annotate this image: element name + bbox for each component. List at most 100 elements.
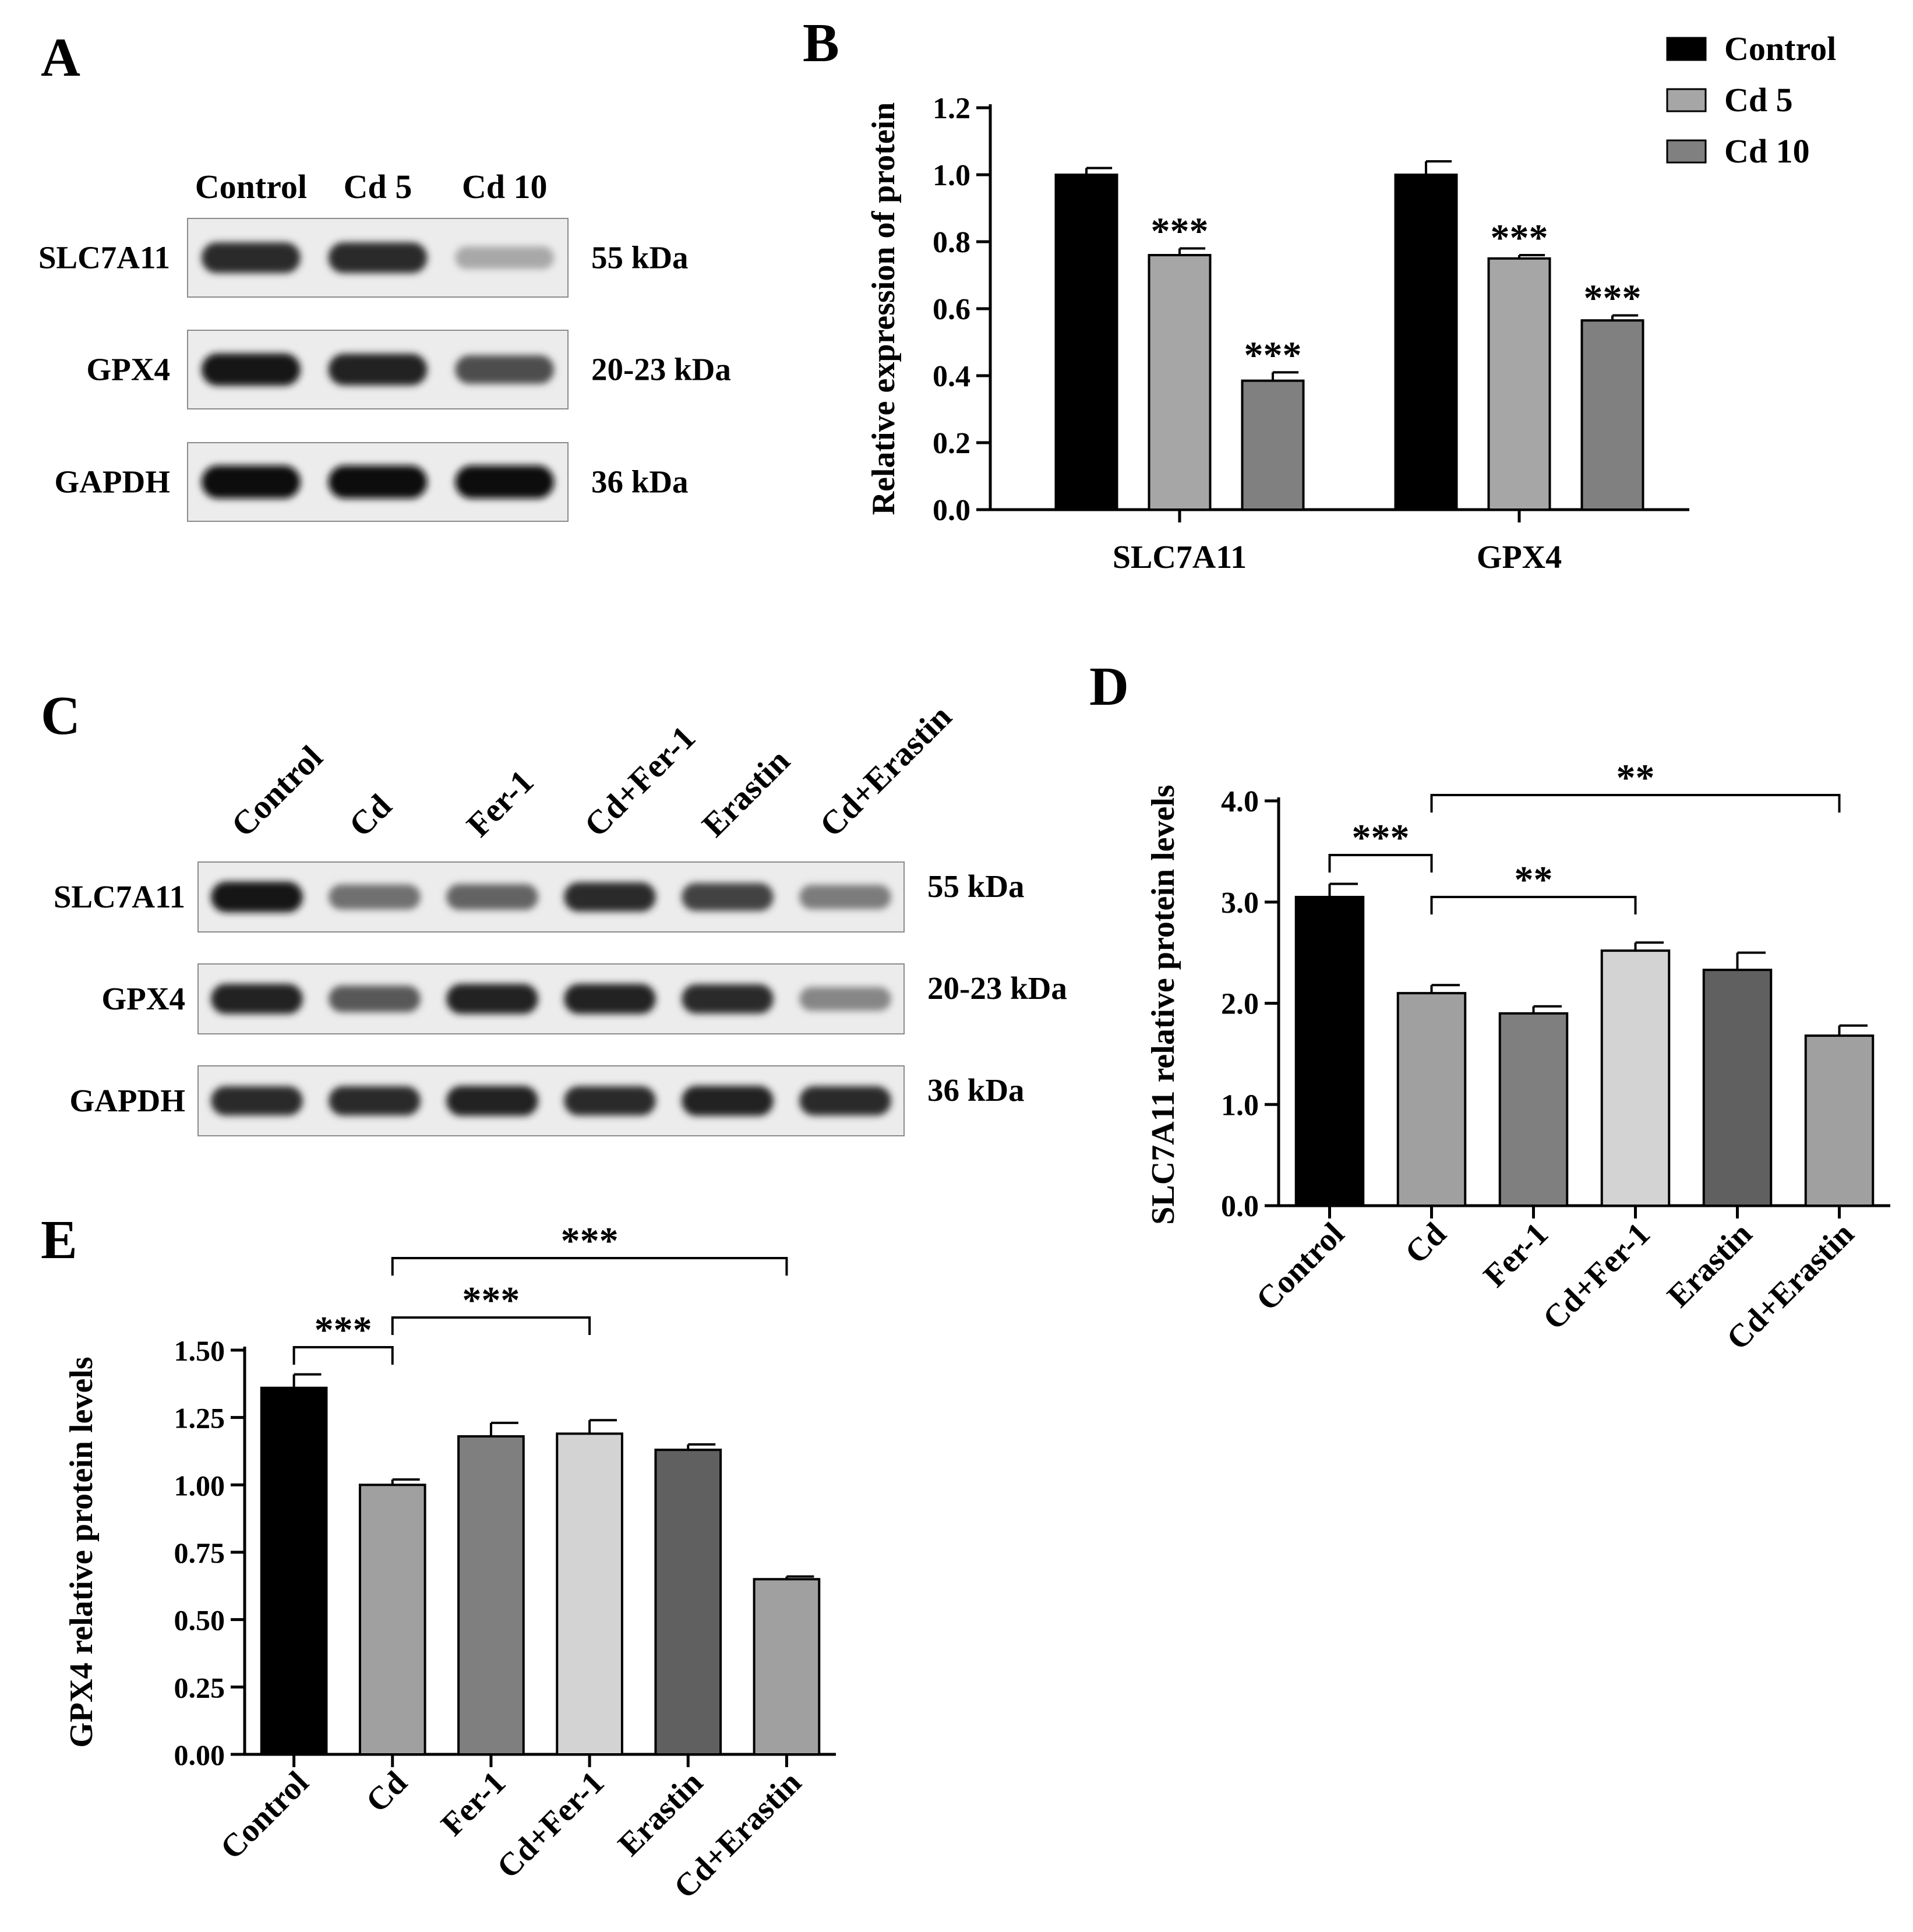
- bar: [1600, 949, 1671, 1207]
- lane-label: Cd 5: [344, 168, 412, 206]
- bar: [753, 1578, 821, 1756]
- x-tick-label: Cd+Fer-1: [1536, 1216, 1657, 1337]
- y-tick-label: 0.50: [174, 1604, 225, 1637]
- lane-label: Erastin: [694, 741, 797, 844]
- legend-swatch: [1666, 37, 1707, 61]
- bar: [1804, 1034, 1875, 1207]
- blot-band: [682, 883, 774, 911]
- significance-bracket: [292, 1346, 394, 1365]
- y-tick-label: 1.00: [174, 1469, 225, 1502]
- lane-label: Control: [195, 168, 307, 206]
- blot-band: [564, 1086, 656, 1116]
- panel-letter-c: C: [41, 686, 80, 746]
- western-blot-a: Control Cd 5 Cd 10 SLC7A11 55 kDa GPX4 20-23 k…: [38, 168, 731, 522]
- x-tick-label: GPX4: [1477, 539, 1562, 575]
- y-tick-label: 0.8: [933, 226, 970, 259]
- bar: [1498, 1012, 1569, 1207]
- lane-label: Cd+Erastin: [812, 698, 959, 845]
- y-tick-label: 3.0: [1221, 886, 1259, 920]
- x-tick-label: Control: [214, 1764, 316, 1866]
- significance-bracket: [391, 1257, 788, 1276]
- significance-label: ***: [561, 1220, 619, 1262]
- bar: [1702, 969, 1773, 1207]
- bar: [1241, 379, 1305, 511]
- blot-strip: [197, 1065, 905, 1136]
- protein-label: GAPDH: [69, 1083, 185, 1118]
- y-tick-label: 1.0: [933, 159, 970, 192]
- x-tick-label: SLC7A11: [1113, 539, 1247, 575]
- y-tick-label: 0.00: [174, 1739, 225, 1771]
- protein-label: GPX4: [101, 981, 185, 1016]
- blot-band: [329, 986, 421, 1012]
- y-tick-label: 4.0: [1221, 785, 1259, 818]
- bar: [260, 1386, 328, 1756]
- blot-band: [211, 984, 303, 1014]
- y-tick-label: 0.0: [933, 494, 970, 527]
- bar: [1394, 174, 1458, 511]
- size-label: 55 kDa: [927, 868, 1025, 904]
- y-tick-label: 1.50: [174, 1334, 225, 1367]
- legend-label: Cd 10: [1724, 132, 1810, 170]
- blot-band: [211, 1086, 303, 1116]
- y-tick-label: 1.0: [1221, 1089, 1259, 1122]
- blot-band: [201, 242, 301, 273]
- y-axis-label: SLC7A11 relative protein levels: [1145, 785, 1181, 1224]
- x-tick-label: Cd: [359, 1764, 414, 1819]
- significance-label: ***: [1151, 210, 1209, 253]
- lane-label: Cd: [341, 787, 398, 844]
- x-tick-label: Erastin: [1660, 1216, 1759, 1314]
- bar: [1294, 896, 1365, 1207]
- bar: [556, 1432, 623, 1756]
- x-tick-label: Erastin: [611, 1764, 710, 1863]
- blot-strip: [197, 861, 905, 933]
- blot-band: [328, 242, 428, 273]
- significance-label: **: [1515, 859, 1553, 901]
- y-tick-label: 0.0: [1221, 1190, 1259, 1223]
- blot-band: [211, 881, 303, 913]
- bar-chart-d: 0.0 1.0 2.0 3.0 4.0 SLC7A11 relative protein …: [1145, 757, 1890, 1357]
- legend-label: Cd 5: [1724, 81, 1793, 119]
- significance-bracket: [1328, 854, 1433, 873]
- significance-label: **: [1616, 757, 1655, 799]
- blot-band: [446, 884, 538, 910]
- lane-label: Cd 10: [462, 168, 548, 206]
- significance-label: ***: [1352, 817, 1410, 859]
- y-tick-label: 1.25: [174, 1402, 225, 1435]
- size-label: 36 kDa: [927, 1072, 1025, 1108]
- bar: [1148, 254, 1212, 511]
- blot-band: [564, 882, 656, 912]
- protein-label: GPX4: [86, 352, 170, 387]
- blot-band: [564, 984, 656, 1014]
- significance-bracket: [1430, 794, 1841, 813]
- bar-chart-b: 0.0 0.2 0.4 0.6 0.8 1.0 1.2 Relative expression…: [866, 30, 1836, 575]
- legend-swatch: [1666, 88, 1707, 112]
- blot-band: [329, 1086, 421, 1116]
- blot-band: [799, 1086, 891, 1116]
- bar: [1487, 257, 1551, 511]
- blot-band: [201, 465, 301, 499]
- panel-letter-b: B: [803, 13, 839, 73]
- blot-band: [682, 1086, 774, 1116]
- blot-strip: [197, 963, 905, 1034]
- significance-label: ***: [315, 1309, 372, 1351]
- size-label: 36 kDa: [591, 464, 689, 500]
- blot-band: [446, 984, 538, 1014]
- blot-band: [329, 884, 421, 910]
- y-axis-label: Relative expression of protein: [866, 103, 902, 515]
- lane-label: Cd+Fer-1: [577, 718, 703, 844]
- protein-label: GAPDH: [54, 464, 170, 500]
- bar: [1396, 992, 1467, 1207]
- y-tick-label: 0.25: [174, 1671, 225, 1704]
- legend-swatch: [1666, 139, 1707, 164]
- protein-label: SLC7A11: [38, 240, 170, 276]
- y-tick-label: 0.75: [174, 1537, 225, 1569]
- blot-band: [799, 885, 891, 909]
- blot-band: [328, 465, 428, 499]
- y-tick-label: 2.0: [1221, 988, 1259, 1021]
- y-tick-label: 0.4: [933, 360, 970, 393]
- bar: [457, 1435, 525, 1756]
- x-tick-label: Cd: [1398, 1216, 1453, 1270]
- significance-label: ***: [1244, 334, 1302, 376]
